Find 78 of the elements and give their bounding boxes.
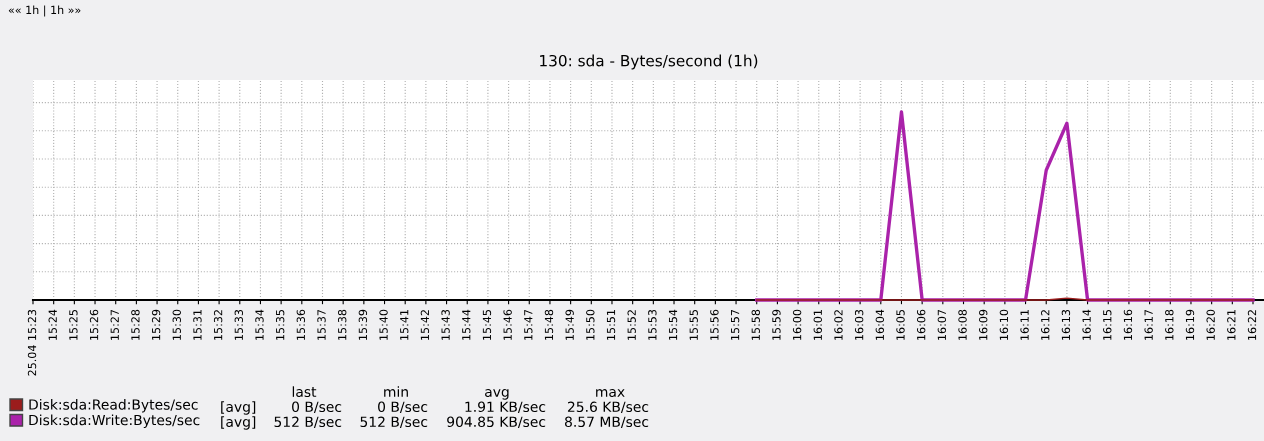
x-tick-label: 15:37 [317,309,326,340]
x-tick-label: 16:06 [916,309,926,340]
x-tick-label: 15:43 [441,309,450,340]
x-tick-label: 15:28 [131,309,140,340]
text: 904.85 KB/sec [447,416,546,429]
x-tick-label: 15:25 [69,310,78,340]
x-tick-label: 15:38 [337,309,347,340]
text: 0 B/sec [378,401,428,414]
text: max [596,389,625,398]
x-tick-label: 15:46 [503,309,512,340]
x-tick-label: 15:34 [255,309,264,340]
x-tick-label: 16:10 [999,309,1009,340]
x-tick-label: 15:49 [565,309,574,340]
x-tick-label: 16:03 [854,309,864,340]
text: 512 B/sec [360,416,428,429]
x-tick-label: 16:21 [1227,310,1236,340]
x-tick-label: 15:45 [482,310,492,340]
x-tick-label: 15:54 [668,309,678,340]
x-tick-label: 16:17 [1144,309,1153,340]
x-tick-label: 15:33 [234,309,243,340]
x-tick-label: 25.04 15:23 [27,309,37,376]
text: 1.91 KB/sec [465,401,546,414]
x-tick-label: 16:00 [792,309,802,340]
x-tick-label: 16:11 [1020,310,1029,340]
x-tick-label: 15:36 [296,309,306,340]
x-tick-label: 15:47 [524,309,533,340]
x-tick-label: 16:16 [1123,309,1133,340]
x-tick-label: 16:04 [875,309,885,340]
x-tick-label: 15:40 [379,309,388,340]
x-tick-label: 16:13 [1061,309,1071,340]
x-tick-label: 15:42 [420,310,430,340]
x-tick-label: 15:30 [172,309,181,340]
text: [avg] [221,416,256,430]
x-tick-label: 15:58 [751,309,760,340]
x-tick-label: 16:01 [813,310,822,340]
x-tick-label: 15:51 [606,310,616,340]
x-tick-label: 15:41 [400,310,409,340]
x-tick-label: 15:35 [275,310,285,340]
x-tick-label: 15:48 [544,309,554,340]
text: 25.6 KB/sec [567,401,649,414]
x-tick-label: 15:55 [689,310,698,340]
text: 512 B/sec [274,416,342,429]
x-tick-label: 16:07 [937,309,947,340]
text: 8.57 MB/sec [564,416,649,429]
x-tick-label: 16:02 [834,310,843,340]
x-tick-label: 16:19 [1185,309,1195,340]
x-tick-label: 15:56 [710,309,719,340]
x-tick-label: 15:32 [213,310,223,340]
x-tick-label: 16:18 [1165,309,1174,340]
text: min [384,386,408,397]
text: avg [485,389,509,400]
text: 0 B/sec [292,401,342,414]
text: [avg] [221,401,256,415]
x-tick-label: 15:44 [462,309,471,340]
x-tick-label: 16:15 [1103,310,1112,340]
x-tick-label: 16:09 [979,309,988,340]
x-tick-label: 15:26 [89,309,99,340]
x-tick-label: 15:53 [648,309,657,340]
x-tick-label: 15:31 [193,310,202,340]
legend-label: Disk:sda:Read:Bytes/sec [29,399,198,413]
legend-label: Disk:sda:Write:Bytes/sec [29,414,200,428]
x-tick-label: 16:20 [1206,309,1215,340]
text: last [292,386,317,398]
x-tick-label: 16:08 [958,309,967,340]
chart-title: 130: sda - Bytes/second (1h) [540,54,758,70]
x-tick-label: 15:24 [48,309,57,340]
x-tick-label: 15:29 [151,309,161,340]
x-tick-label: 15:27 [110,309,119,340]
x-tick-label: 15:39 [358,309,368,340]
x-tick-label: 16:05 [896,310,905,340]
x-tick-label: 16:14 [1082,309,1091,340]
text: «« 1h | 1h »» [8,5,81,17]
x-tick-label: 15:52 [627,310,636,340]
x-tick-label: 15:57 [731,309,740,340]
x-tick-label: 16:22 [1247,310,1257,340]
x-tick-label: 15:59 [772,309,781,340]
x-tick-label: 16:12 [1041,310,1050,340]
x-tick-label: 15:50 [586,309,595,340]
